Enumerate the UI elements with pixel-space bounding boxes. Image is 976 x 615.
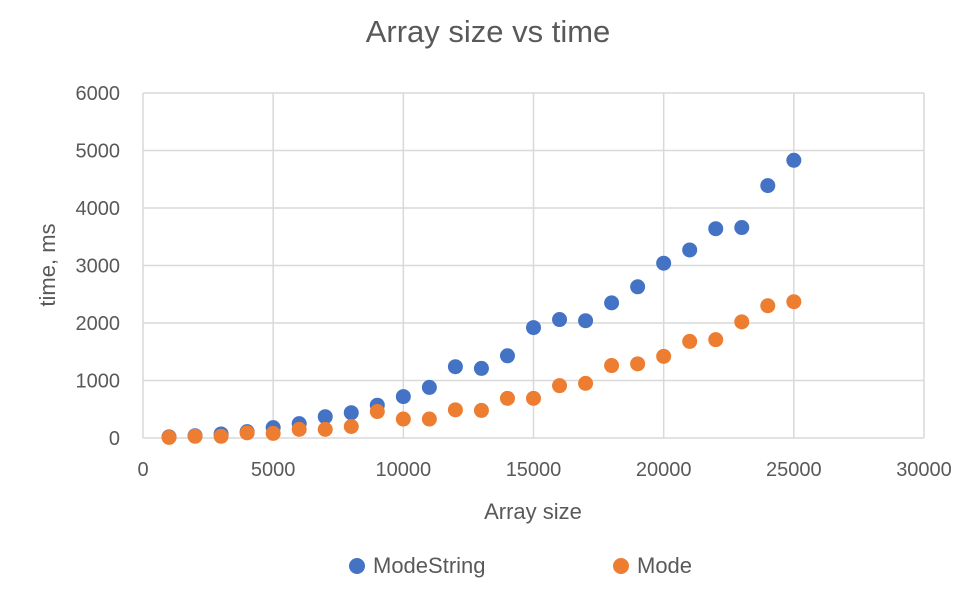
series-mode (161, 294, 802, 445)
data-point-mode (187, 428, 203, 444)
data-point-modestring (786, 152, 802, 168)
y-tick-label: 4000 (76, 198, 121, 220)
data-point-modestring (317, 409, 333, 425)
data-point-mode (682, 333, 698, 349)
data-point-modestring (656, 255, 672, 271)
y-axis-title: time, ms (35, 223, 60, 306)
data-point-mode (499, 390, 515, 406)
data-point-modestring (682, 242, 698, 258)
y-axis-ticks: 0 1000 2000 3000 4000 5000 6000 (76, 83, 121, 450)
x-axis-title: Array size (484, 499, 582, 524)
gridlines (142, 92, 925, 439)
data-point-modestring (499, 348, 515, 364)
data-point-mode (343, 419, 359, 434)
data-point-modestring (421, 379, 437, 395)
x-tick-label: 0 (137, 459, 148, 481)
data-point-mode (395, 411, 411, 427)
chart-title: Array size vs time (365, 14, 611, 49)
data-point-mode (656, 348, 672, 364)
data-point-mode (291, 421, 307, 437)
data-point-mode (213, 428, 229, 444)
data-point-mode (317, 421, 333, 437)
data-point-modestring (343, 405, 359, 421)
data-points (161, 152, 802, 445)
y-tick-label: 5000 (76, 141, 121, 163)
legend-label-mode: Mode (637, 553, 693, 578)
data-point-modestring (552, 312, 568, 328)
x-tick-label: 25000 (766, 459, 822, 481)
legend: ModeString Mode (0, 553, 976, 587)
legend-item-mode: Mode (613, 553, 692, 579)
legend-marker-modestring (349, 558, 365, 574)
data-point-mode (369, 404, 385, 420)
y-tick-label: 0 (109, 428, 120, 450)
legend-label-modestring: ModeString (373, 553, 486, 578)
data-point-modestring (734, 220, 750, 236)
data-point-modestring (447, 359, 463, 375)
data-point-modestring (604, 295, 620, 311)
data-point-modestring (708, 221, 724, 237)
data-point-mode (578, 375, 594, 391)
data-point-mode (708, 332, 724, 348)
data-point-mode (734, 314, 750, 330)
x-axis-ticks: 0 5000 10000 15000 20000 25000 30000 (137, 459, 951, 481)
data-point-mode (630, 356, 646, 372)
data-point-modestring (526, 320, 541, 336)
x-tick-label: 10000 (376, 459, 432, 481)
data-point-modestring (473, 360, 489, 376)
data-point-modestring (760, 178, 776, 194)
y-tick-label: 6000 (76, 83, 121, 105)
data-point-mode (786, 294, 802, 310)
data-point-mode (552, 378, 568, 394)
data-point-mode (473, 402, 489, 418)
x-tick-label: 15000 (506, 459, 562, 481)
x-tick-label: 20000 (636, 459, 692, 481)
data-point-modestring (578, 313, 594, 329)
y-tick-label: 2000 (76, 313, 121, 335)
data-point-mode (239, 425, 255, 441)
data-point-mode (447, 402, 463, 418)
data-point-mode (760, 298, 776, 314)
y-tick-label: 1000 (76, 371, 121, 393)
data-point-modestring (630, 279, 646, 295)
series-modestring (161, 152, 802, 445)
legend-item-modestring: ModeString (349, 553, 486, 579)
data-point-mode (604, 358, 620, 374)
data-point-mode (161, 429, 177, 445)
data-point-mode (265, 425, 281, 441)
data-point-mode (526, 390, 541, 406)
x-tick-label: 30000 (896, 459, 952, 481)
y-tick-label: 3000 (76, 256, 121, 278)
data-point-modestring (395, 389, 411, 405)
x-tick-label: 5000 (251, 459, 296, 481)
legend-marker-mode (613, 558, 629, 574)
data-point-mode (421, 411, 437, 427)
